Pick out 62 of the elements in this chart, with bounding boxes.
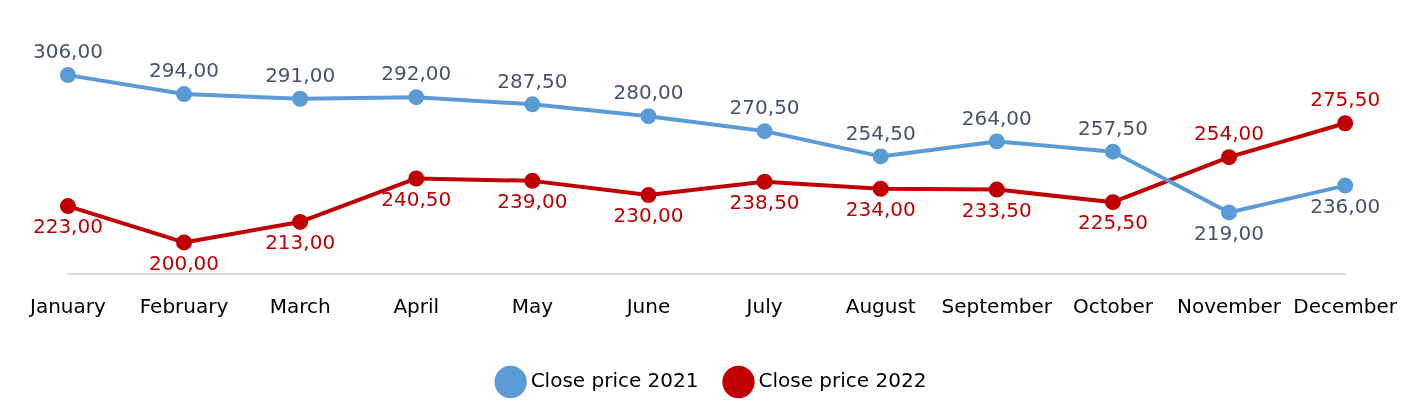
x-tick-label: July (744, 294, 783, 319)
data-label: 292,00 (381, 61, 452, 86)
x-tick-label: October (1072, 294, 1154, 319)
data-label: 238,50 (729, 189, 800, 214)
data-label: 291,00 (265, 62, 336, 87)
point (872, 180, 889, 197)
point (59, 67, 76, 84)
data-label: 254,50 (845, 120, 916, 145)
point (1337, 115, 1354, 132)
point (1337, 177, 1354, 194)
legend-label: Close price 2022 (758, 368, 927, 393)
data-label: 306,00 (32, 39, 103, 64)
point (524, 172, 541, 189)
point (988, 181, 1005, 198)
point (176, 86, 193, 103)
x-tick-label: February (139, 294, 229, 319)
data-label: 234,00 (845, 196, 916, 221)
point (408, 89, 425, 106)
data-label: 225,50 (1077, 210, 1148, 235)
point (1221, 149, 1238, 166)
data-label: 280,00 (613, 80, 684, 105)
point (292, 90, 309, 107)
point (176, 234, 193, 251)
point (408, 170, 425, 187)
data-label: 236,00 (1310, 193, 1381, 218)
data-label: 257,50 (1077, 115, 1148, 140)
point (756, 173, 773, 190)
point (756, 123, 773, 140)
point (872, 148, 889, 165)
point (292, 213, 309, 230)
data-label: 287,50 (497, 68, 568, 93)
x-tick-label: April (393, 294, 440, 319)
point (1104, 143, 1121, 160)
data-label: 275,50 (1310, 87, 1381, 112)
point (1104, 194, 1121, 211)
x-tick-label: March (269, 294, 331, 319)
x-tick-label: November (1177, 294, 1282, 319)
point (640, 108, 657, 125)
data-label: 200,00 (149, 250, 220, 275)
data-label: 213,00 (265, 230, 336, 255)
data-label: 230,00 (613, 203, 684, 228)
x-tick-label: June (624, 294, 671, 319)
data-label: 294,00 (149, 58, 220, 83)
data-label: 223,00 (32, 214, 103, 239)
point (524, 96, 541, 113)
x-tick-label: May (511, 294, 554, 319)
data-label: 239,00 (497, 189, 568, 214)
x-tick-label: August (845, 294, 916, 319)
x-tick-label: January (28, 294, 106, 319)
data-label: 254,00 (1194, 121, 1265, 146)
point (59, 198, 76, 215)
data-label: 219,00 (1194, 220, 1265, 245)
point (988, 133, 1005, 150)
data-label: 270,50 (729, 95, 800, 120)
point (640, 187, 657, 204)
legend-label: Close price 2021 (530, 368, 699, 393)
x-tick-label: December (1293, 294, 1398, 319)
x-tick-label: September (941, 294, 1053, 319)
data-label: 264,00 (961, 105, 1032, 130)
point (1221, 204, 1238, 221)
data-label: 240,50 (381, 186, 452, 211)
data-label: 233,50 (961, 197, 1032, 222)
